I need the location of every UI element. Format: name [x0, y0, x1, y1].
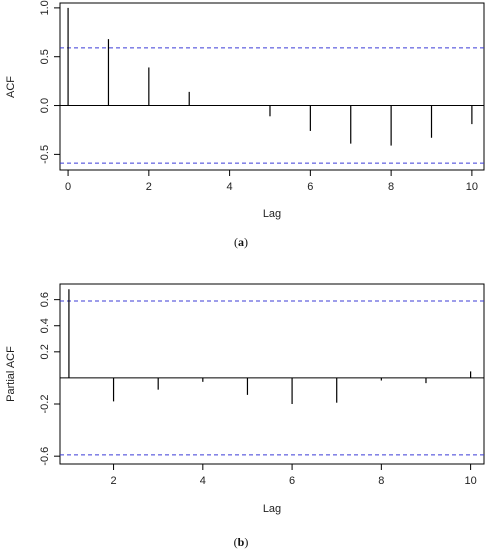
x-tick-label: 4 [200, 475, 206, 487]
panel-label-b: (b) [234, 535, 249, 549]
y-tick-label: 0.2 [39, 344, 51, 359]
x-axis-label: Lag [263, 208, 281, 220]
x-tick-label: 2 [110, 475, 116, 487]
x-tick-label: 4 [227, 181, 233, 193]
y-tick-label: 0.5 [39, 49, 51, 64]
plot-frame [59, 2, 485, 171]
x-tick-label: 10 [464, 475, 476, 487]
y-tick-label: 0.6 [39, 292, 51, 307]
y-tick-label: -0.6 [39, 447, 51, 466]
y-tick-label: 0.4 [39, 318, 51, 333]
plot-frame [59, 283, 485, 465]
y-tick-label: 0.0 [39, 98, 51, 113]
x-tick-label: 8 [378, 475, 384, 487]
x-tick-label: 0 [65, 181, 71, 193]
panel-label-a: (a) [234, 235, 248, 249]
x-axis-label: Lag [263, 503, 281, 515]
panel-label-b-letter: b [238, 535, 245, 549]
y-tick-label: 1.0 [39, 0, 51, 15]
x-tick-label: 6 [307, 181, 313, 193]
pacf-panel: 2 4 6 8 10 -0.6 -0.2 0.2 0.4 0.6 Lag Partial ACF [5, 283, 485, 515]
acf-panel: 0 2 4 6 8 10 -0.5 0.0 0.5 1.0 Lag ACF [5, 0, 485, 220]
y-tick-label: -0.2 [39, 395, 51, 414]
x-tick-label: 10 [466, 181, 478, 193]
x-tick-label: 8 [388, 181, 394, 193]
x-tick-label: 6 [289, 475, 295, 487]
y-axis-label: ACF [5, 76, 17, 98]
panel-label-a-letter: a [238, 235, 244, 249]
y-axis-label: Partial ACF [5, 346, 17, 402]
x-tick-label: 2 [146, 181, 152, 193]
y-tick-label: -0.5 [39, 145, 51, 164]
